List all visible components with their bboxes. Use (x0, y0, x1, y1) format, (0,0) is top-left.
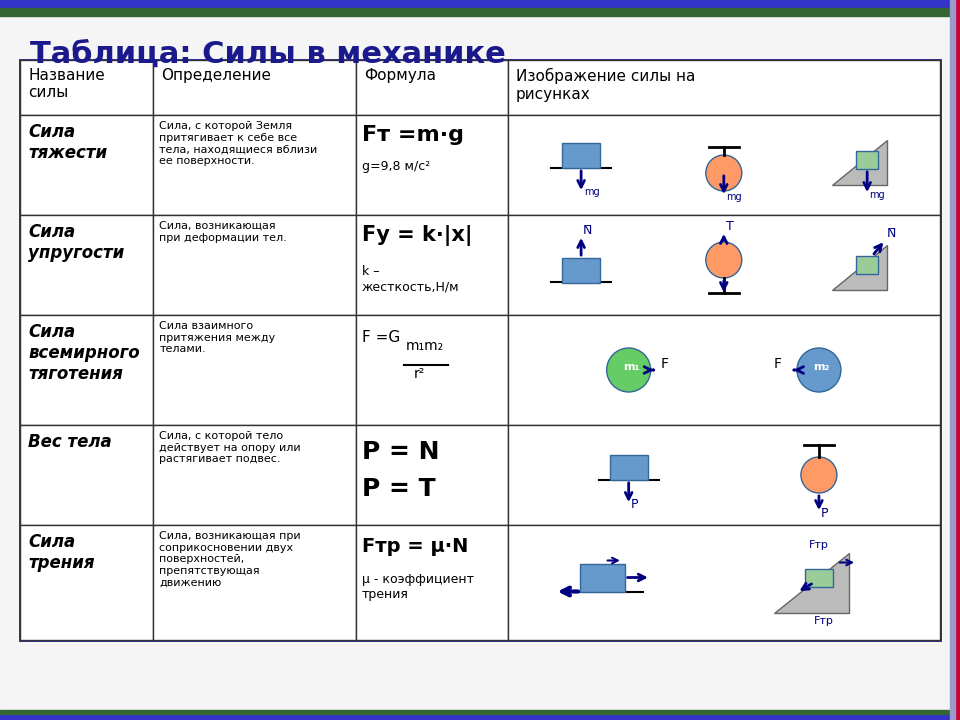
Bar (508, 315, 940, 425)
Bar (804, 569, 833, 587)
Text: Сила, с которой тело
действует на опору или
растягивает подвес.: Сила, с которой тело действует на опору … (159, 431, 301, 464)
Polygon shape (832, 245, 887, 290)
Bar (356, 115, 508, 215)
Bar (563, 258, 600, 282)
Bar (0, 0, 960, 8)
Bar (154, 115, 356, 215)
Text: Изображение силы на
рисунках: Изображение силы на рисунках (516, 68, 695, 102)
Text: Сила, с которой Земля
притягивает к себе все
тела, находящиеся вблизи
ее поверхн: Сила, с которой Земля притягивает к себе… (159, 121, 318, 166)
Bar (955, 0, 960, 720)
Polygon shape (832, 140, 887, 185)
Bar (20, 115, 154, 215)
Text: Определение: Определение (161, 68, 272, 83)
Text: Fт =m·g: Fт =m·g (362, 125, 464, 145)
Bar (508, 425, 940, 525)
Bar (154, 60, 356, 115)
Text: Сила взаимного
притяжения между
телами.: Сила взаимного притяжения между телами. (159, 321, 276, 354)
Text: P = N: P = N (362, 440, 440, 464)
Bar (580, 564, 625, 592)
Text: Сила
тяжести: Сила тяжести (28, 123, 108, 162)
Circle shape (706, 155, 742, 191)
Text: Fтр: Fтр (809, 539, 828, 549)
Bar (563, 143, 600, 168)
Bar (0, 8, 960, 16)
Text: Сила
всемирного
тяготения: Сила всемирного тяготения (28, 323, 139, 382)
Text: Сила
трения: Сила трения (28, 533, 94, 572)
Text: T̄: T̄ (726, 220, 733, 233)
Bar (20, 425, 154, 525)
Bar (356, 315, 508, 425)
Bar (356, 60, 508, 115)
Text: Сила
упругости: Сила упругости (28, 223, 124, 262)
Text: μ - коэффициент
трения: μ - коэффициент трения (362, 573, 474, 601)
Text: N̄: N̄ (887, 227, 897, 240)
Bar (0, 710, 960, 714)
Bar (356, 425, 508, 525)
Text: Fу = k·|x|: Fу = k·|x| (362, 225, 472, 246)
Text: P̄: P̄ (631, 498, 638, 511)
Bar (20, 525, 154, 640)
Circle shape (797, 348, 841, 392)
Circle shape (607, 348, 651, 392)
Text: Fтр: Fтр (814, 616, 834, 626)
Bar (856, 256, 878, 274)
Bar (856, 151, 878, 169)
Text: Сила, возникающая
при деформации тел.: Сила, возникающая при деформации тел. (159, 221, 287, 243)
Text: m₁: m₁ (623, 362, 639, 372)
Text: F =G: F =G (362, 330, 400, 345)
Text: Таблица: Силы в механике: Таблица: Силы в механике (30, 40, 506, 69)
Text: m₁m₂: m₁m₂ (406, 339, 444, 353)
Bar (356, 215, 508, 315)
Bar (508, 215, 940, 315)
Bar (154, 425, 356, 525)
Bar (154, 315, 356, 425)
Text: Сила, возникающая при
соприкосновении двух
поверхностей,
препятствующая
движению: Сила, возникающая при соприкосновении дв… (159, 531, 301, 588)
Text: Формула: Формула (364, 68, 436, 83)
Text: k –
жесткость,Н/м: k – жесткость,Н/м (362, 265, 460, 293)
Bar (20, 60, 154, 115)
Bar (508, 525, 940, 640)
Text: Название
силы: Название силы (28, 68, 105, 100)
Bar (0, 714, 960, 720)
Bar (154, 525, 356, 640)
Bar (20, 60, 940, 640)
Text: Fтр = μ·N: Fтр = μ·N (362, 537, 468, 556)
Polygon shape (774, 552, 849, 613)
Circle shape (706, 242, 742, 278)
Bar (610, 454, 648, 480)
Bar (508, 60, 940, 115)
Text: Вес тела: Вес тела (28, 433, 111, 451)
Text: m₂: m₂ (813, 362, 829, 372)
Text: mg: mg (726, 192, 741, 202)
Text: P̄: P̄ (821, 507, 828, 520)
Text: g=9,8 м/с²: g=9,8 м/с² (362, 160, 430, 173)
Bar (950, 0, 955, 720)
Bar (20, 215, 154, 315)
Text: r²: r² (414, 367, 425, 381)
Text: mg: mg (584, 187, 600, 197)
Text: N̄: N̄ (583, 224, 592, 237)
Circle shape (801, 457, 837, 493)
Bar (154, 215, 356, 315)
Text: P = T: P = T (362, 477, 436, 501)
Bar (20, 315, 154, 425)
Text: F: F (774, 357, 782, 371)
Bar (508, 115, 940, 215)
Text: mg: mg (869, 190, 885, 200)
Bar (356, 525, 508, 640)
Text: F: F (660, 357, 669, 371)
